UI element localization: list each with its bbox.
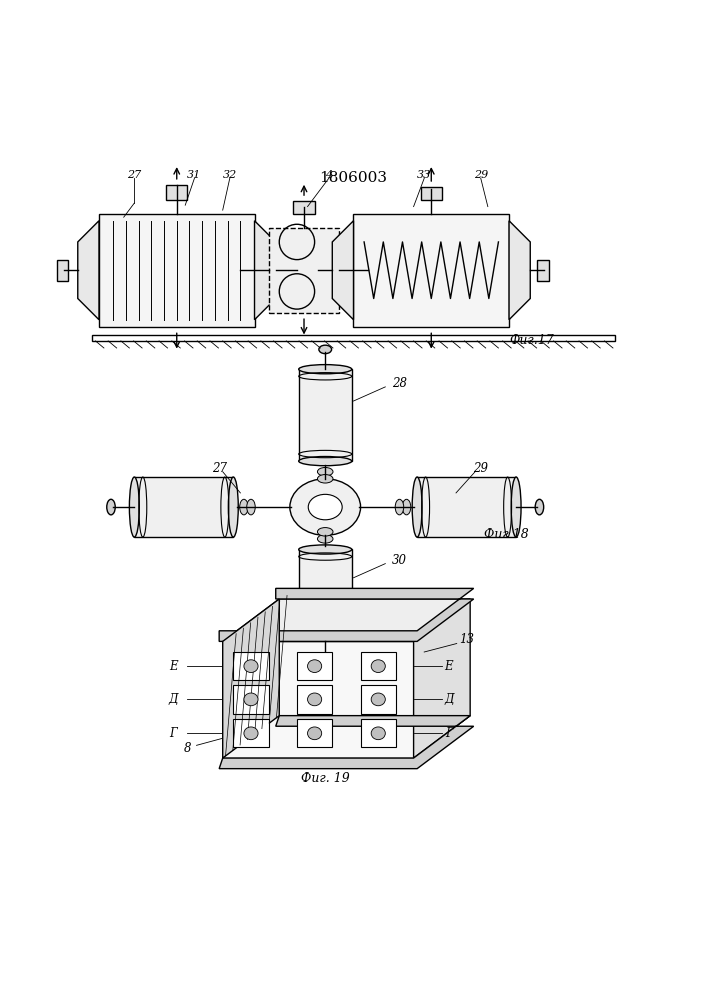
Text: 30: 30 xyxy=(392,554,407,567)
Text: 29: 29 xyxy=(474,170,488,180)
Ellipse shape xyxy=(317,528,333,536)
Bar xyxy=(297,719,332,747)
Polygon shape xyxy=(223,641,414,758)
Ellipse shape xyxy=(371,727,385,740)
Ellipse shape xyxy=(240,499,248,515)
Polygon shape xyxy=(509,221,530,320)
Polygon shape xyxy=(219,716,474,769)
Polygon shape xyxy=(332,221,354,320)
Text: Г: Г xyxy=(445,727,452,740)
Ellipse shape xyxy=(371,660,385,673)
Bar xyxy=(233,652,269,680)
Bar xyxy=(293,201,315,214)
Ellipse shape xyxy=(412,477,422,537)
Ellipse shape xyxy=(371,693,385,706)
Bar xyxy=(99,214,255,327)
Bar xyxy=(233,719,269,747)
Text: 4: 4 xyxy=(325,170,332,180)
Ellipse shape xyxy=(244,660,258,673)
Bar xyxy=(166,185,187,200)
Ellipse shape xyxy=(317,535,333,543)
Bar xyxy=(269,228,339,313)
Text: Д: Д xyxy=(168,693,178,706)
Polygon shape xyxy=(223,716,470,758)
Ellipse shape xyxy=(308,660,322,673)
Bar xyxy=(537,260,549,281)
Text: 27: 27 xyxy=(211,462,227,475)
Ellipse shape xyxy=(395,499,404,515)
Ellipse shape xyxy=(308,494,342,520)
Ellipse shape xyxy=(402,499,411,515)
Ellipse shape xyxy=(298,637,351,646)
Ellipse shape xyxy=(308,727,322,740)
Ellipse shape xyxy=(244,727,258,740)
Ellipse shape xyxy=(317,475,333,483)
Bar xyxy=(361,719,396,747)
Text: 32: 32 xyxy=(223,170,237,180)
Polygon shape xyxy=(78,221,99,320)
Polygon shape xyxy=(414,599,470,758)
Text: 33: 33 xyxy=(417,170,431,180)
Text: Е: Е xyxy=(445,660,453,673)
Ellipse shape xyxy=(308,693,322,706)
Ellipse shape xyxy=(129,477,139,537)
Ellipse shape xyxy=(228,477,238,537)
Bar xyxy=(297,685,332,714)
Bar xyxy=(233,685,269,714)
Bar xyxy=(92,335,615,341)
Ellipse shape xyxy=(319,345,332,354)
Text: Г: Г xyxy=(170,727,177,740)
Ellipse shape xyxy=(290,479,361,535)
Text: Фиг 18: Фиг 18 xyxy=(484,528,529,541)
Bar xyxy=(417,477,516,537)
Ellipse shape xyxy=(244,693,258,706)
Bar xyxy=(361,652,396,680)
Ellipse shape xyxy=(317,467,333,476)
Ellipse shape xyxy=(298,457,351,466)
Text: 29: 29 xyxy=(473,462,489,475)
Ellipse shape xyxy=(535,499,544,515)
Bar xyxy=(297,652,332,680)
Bar xyxy=(354,214,509,327)
Ellipse shape xyxy=(247,499,255,515)
Bar xyxy=(134,477,233,537)
Text: 13: 13 xyxy=(459,633,474,646)
Polygon shape xyxy=(223,599,470,641)
Ellipse shape xyxy=(511,477,521,537)
Polygon shape xyxy=(219,588,474,641)
Ellipse shape xyxy=(298,365,351,374)
Ellipse shape xyxy=(298,545,351,554)
Text: 8: 8 xyxy=(184,742,191,755)
Bar xyxy=(298,549,351,641)
Text: 28: 28 xyxy=(392,377,407,390)
Text: 31: 31 xyxy=(187,170,201,180)
Text: 27: 27 xyxy=(127,170,141,180)
Bar xyxy=(361,685,396,714)
Text: 1806003: 1806003 xyxy=(320,171,387,185)
Polygon shape xyxy=(223,599,279,758)
Text: Е: Е xyxy=(169,660,177,673)
Bar xyxy=(57,260,68,281)
Bar xyxy=(298,369,351,461)
Text: Фиг. 19: Фиг. 19 xyxy=(301,772,349,785)
Ellipse shape xyxy=(319,657,332,665)
Bar xyxy=(421,187,442,200)
Text: Д: Д xyxy=(444,693,454,706)
Polygon shape xyxy=(255,221,276,320)
Ellipse shape xyxy=(107,499,115,515)
Text: Фиг.17: Фиг.17 xyxy=(509,334,554,347)
